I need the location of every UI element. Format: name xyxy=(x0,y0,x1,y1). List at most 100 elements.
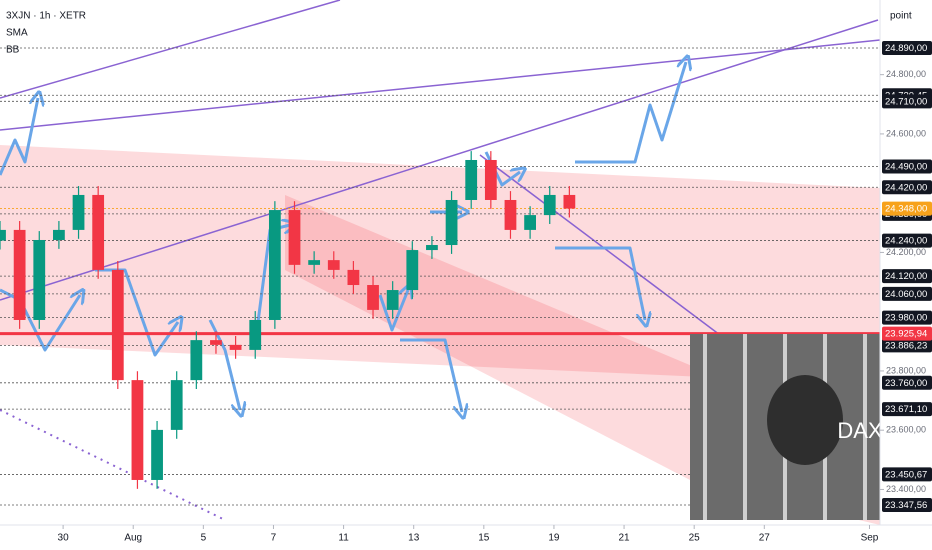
y-tick-label: 23.600,00 xyxy=(886,425,926,435)
candle-body xyxy=(210,340,222,345)
price-label-box xyxy=(882,497,932,512)
candle-body xyxy=(170,380,183,430)
trend-line xyxy=(479,154,721,336)
candle-body xyxy=(72,194,85,230)
x-tick-label: 30 xyxy=(58,533,70,544)
x-tick-label: 11 xyxy=(338,533,349,544)
price-label-box xyxy=(882,326,932,341)
price-label: 23.925,94 xyxy=(885,329,927,340)
x-tick-label: 19 xyxy=(548,533,560,544)
price-label-box xyxy=(882,201,932,216)
price-label: 24.348,00 xyxy=(885,204,927,215)
arrow xyxy=(378,290,408,332)
x-tick-label: 7 xyxy=(271,533,277,544)
picture: DAX xyxy=(690,334,883,520)
arrow xyxy=(208,319,240,410)
trend-line xyxy=(0,39,880,131)
candle-body xyxy=(0,229,6,241)
candles xyxy=(0,151,576,489)
y-tick-label: 24.200,00 xyxy=(886,247,926,257)
price-label-box xyxy=(882,40,932,55)
candle-body xyxy=(131,380,144,480)
candle-body xyxy=(465,159,478,200)
arrow xyxy=(0,98,38,176)
price-label: 23.347,56 xyxy=(885,500,927,511)
candle-body xyxy=(53,229,65,240)
price-label-box xyxy=(882,159,932,174)
price-label: 24.420,00 xyxy=(885,182,927,193)
arrow xyxy=(95,268,178,357)
arrow xyxy=(0,290,80,352)
candle-body xyxy=(484,159,497,200)
price-label-box xyxy=(882,286,932,301)
price-label: 24.890,00 xyxy=(885,43,927,54)
price-label-box xyxy=(882,233,932,248)
x-tick-label: Aug xyxy=(124,533,142,544)
candle-body xyxy=(563,194,576,209)
chart-title: 3XJN · 1h · XETR xyxy=(6,11,86,22)
candle-body xyxy=(386,290,399,310)
candle-body xyxy=(33,239,46,320)
y-tick-label: 24.800,00 xyxy=(886,69,926,79)
price-label-box xyxy=(882,402,932,417)
candle-body xyxy=(327,260,340,270)
price-label: 23.450,67 xyxy=(885,469,927,480)
price-label: 23.886,23 xyxy=(885,340,927,351)
annotation: DAX xyxy=(837,418,883,443)
candle-body xyxy=(445,199,458,246)
x-tick-label: 27 xyxy=(759,533,771,544)
x-tick-label: 15 xyxy=(478,533,490,544)
candle-body xyxy=(92,194,105,270)
arrow xyxy=(575,62,686,164)
y-tick-label: 23.800,00 xyxy=(886,365,926,375)
candle-body xyxy=(229,344,242,350)
channel xyxy=(0,145,880,385)
price-label: 23.671,10 xyxy=(885,404,927,415)
price-label: 24.240,00 xyxy=(885,236,927,247)
candle-body xyxy=(347,269,360,286)
candle-body xyxy=(13,229,26,320)
price-label: 24.710,00 xyxy=(885,96,927,107)
candle-body xyxy=(543,194,556,216)
candle-body xyxy=(367,285,379,310)
indicator: BB xyxy=(6,45,20,56)
x-tick-label: 25 xyxy=(689,533,701,544)
trend-line xyxy=(0,19,879,301)
y-tick-label: 24.600,00 xyxy=(886,128,926,138)
candle-body xyxy=(111,269,124,381)
price-label: 24.060,00 xyxy=(885,289,927,300)
candle-body xyxy=(190,340,203,381)
candle-body xyxy=(406,250,419,291)
trend-line xyxy=(0,0,341,99)
price-label: 24.120,00 xyxy=(885,271,927,282)
candle-body xyxy=(268,210,281,320)
trend-line xyxy=(0,409,226,521)
x-tick-label: 13 xyxy=(408,533,420,544)
image-figure xyxy=(767,375,843,465)
candle-body xyxy=(249,319,262,350)
price-label-box xyxy=(882,375,932,390)
price-label: 23.980,00 xyxy=(885,313,927,324)
price-label-box xyxy=(882,180,932,195)
price-label: 24.490,00 xyxy=(885,162,927,173)
candle-body xyxy=(151,429,163,480)
candle-body xyxy=(504,199,517,230)
price-label-box xyxy=(882,269,932,284)
arrow xyxy=(400,338,462,412)
x-tick-label: Sep xyxy=(861,533,879,544)
candle-body xyxy=(308,260,321,265)
price-label-box xyxy=(882,310,932,325)
arrow xyxy=(555,246,645,320)
indicator: SMA xyxy=(6,28,28,39)
price-label-box xyxy=(882,338,932,353)
y-axis-label: point xyxy=(890,11,912,22)
axes: 24.800,00 24.600,00 24.200,00 23.800,00 23.6… xyxy=(58,40,932,544)
price-label-box xyxy=(882,467,932,482)
x-tick-label: 21 xyxy=(619,533,631,544)
candle-body xyxy=(524,215,536,230)
price-label-box xyxy=(882,94,932,109)
price-label: 23.760,00 xyxy=(885,378,927,389)
candle-body xyxy=(288,210,301,265)
y-tick-label: 23.400,00 xyxy=(886,484,926,494)
